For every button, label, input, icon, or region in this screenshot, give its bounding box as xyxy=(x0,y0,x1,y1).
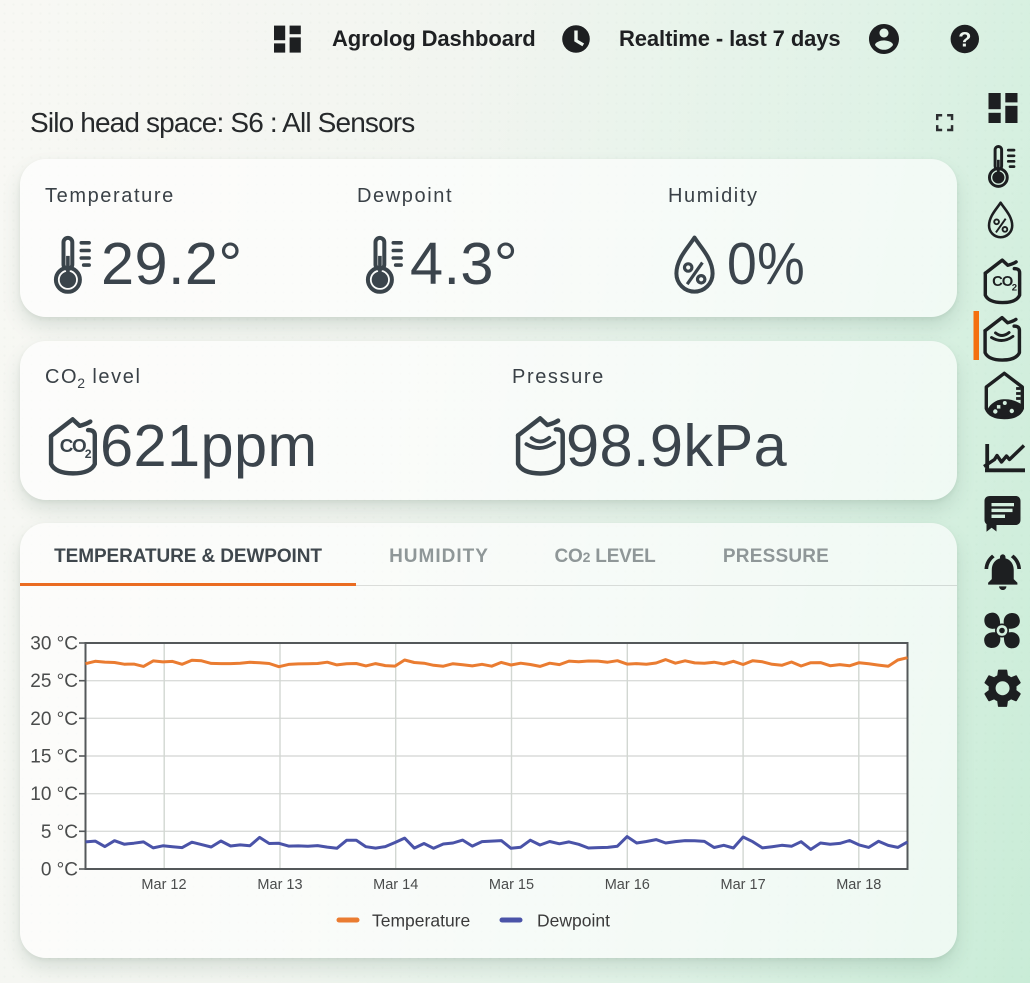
svg-text:Mar 17: Mar 17 xyxy=(721,877,766,893)
svg-text:Temperature: Temperature xyxy=(372,911,470,931)
svg-text:10 °C: 10 °C xyxy=(30,784,78,805)
svg-text:Dewpoint: Dewpoint xyxy=(537,911,610,931)
svg-text:25 °C: 25 °C xyxy=(30,671,78,692)
svg-text:20 °C: 20 °C xyxy=(30,709,78,730)
svg-text:Mar 18: Mar 18 xyxy=(836,877,881,893)
svg-text:Mar 14: Mar 14 xyxy=(373,877,418,893)
svg-text:2: 2 xyxy=(85,447,92,461)
svg-text:?: ? xyxy=(958,28,971,52)
svg-text:CO: CO xyxy=(992,274,1013,290)
svg-text:Mar 13: Mar 13 xyxy=(257,877,302,893)
svg-text:Mar 12: Mar 12 xyxy=(141,877,186,893)
svg-text:15 °C: 15 °C xyxy=(30,747,78,768)
svg-text:5 °C: 5 °C xyxy=(41,822,78,843)
svg-text:Mar 15: Mar 15 xyxy=(489,877,534,893)
svg-text:Mar 16: Mar 16 xyxy=(605,877,650,893)
svg-text:CO: CO xyxy=(60,435,86,456)
svg-text:0 °C: 0 °C xyxy=(41,860,78,881)
svg-text:30 °C: 30 °C xyxy=(30,634,78,655)
svg-text:2: 2 xyxy=(1012,282,1017,293)
